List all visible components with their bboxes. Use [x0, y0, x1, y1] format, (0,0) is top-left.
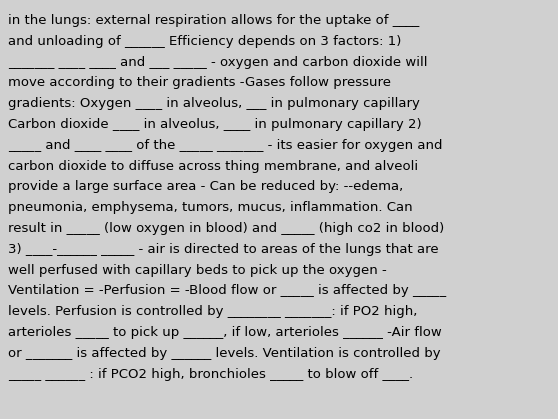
Text: _______ ____ ____ and ___ _____ - oxygen and carbon dioxide will: _______ ____ ____ and ___ _____ - oxygen… [8, 56, 427, 69]
Text: move according to their gradients -Gases follow pressure: move according to their gradients -Gases… [8, 76, 391, 89]
Text: pneumonia, emphysema, tumors, mucus, inflammation. Can: pneumonia, emphysema, tumors, mucus, inf… [8, 201, 412, 214]
Text: _____ and ____ ____ of the _____ _______ - its easier for oxygen and: _____ and ____ ____ of the _____ _______… [8, 139, 442, 152]
Text: in the lungs: external respiration allows for the uptake of ____: in the lungs: external respiration allow… [8, 14, 419, 27]
Text: arterioles _____ to pick up ______, if low, arterioles ______ -Air flow: arterioles _____ to pick up ______, if l… [8, 326, 442, 339]
Text: _____ ______ : if PCO2 high, bronchioles _____ to blow off ____.: _____ ______ : if PCO2 high, bronchioles… [8, 367, 413, 380]
Text: well perfused with capillary beds to pick up the oxygen -: well perfused with capillary beds to pic… [8, 264, 387, 277]
Text: gradients: Oxygen ____ in alveolus, ___ in pulmonary capillary: gradients: Oxygen ____ in alveolus, ___ … [8, 97, 420, 110]
Text: or _______ is affected by ______ levels. Ventilation is controlled by: or _______ is affected by ______ levels.… [8, 347, 441, 360]
Text: and unloading of ______ Efficiency depends on 3 factors: 1): and unloading of ______ Efficiency depen… [8, 35, 401, 48]
Text: result in _____ (low oxygen in blood) and _____ (high co2 in blood): result in _____ (low oxygen in blood) an… [8, 222, 444, 235]
Text: 3) ____-______ _____ - air is directed to areas of the lungs that are: 3) ____-______ _____ - air is directed t… [8, 243, 439, 256]
Text: levels. Perfusion is controlled by ________ _______: if PO2 high,: levels. Perfusion is controlled by _____… [8, 305, 417, 318]
Text: provide a large surface area - Can be reduced by: --edema,: provide a large surface area - Can be re… [8, 181, 403, 194]
Text: Carbon dioxide ____ in alveolus, ____ in pulmonary capillary 2): Carbon dioxide ____ in alveolus, ____ in… [8, 118, 422, 131]
Text: carbon dioxide to diffuse across thing membrane, and alveoli: carbon dioxide to diffuse across thing m… [8, 160, 418, 173]
Text: Ventilation = -Perfusion = -Blood flow or _____ is affected by _____: Ventilation = -Perfusion = -Blood flow o… [8, 285, 446, 297]
